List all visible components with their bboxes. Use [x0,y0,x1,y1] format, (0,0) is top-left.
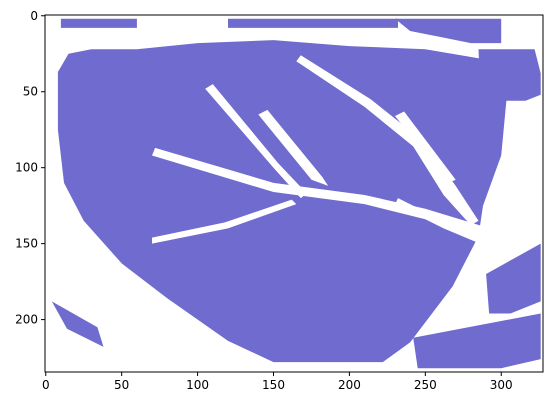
gap-vein-2 [258,109,329,186]
y-tick-label: 200 [15,313,38,327]
plot-area [44,14,544,373]
y-tick-label: 150 [15,237,38,251]
region-bottom-left-speckle [51,301,104,347]
region-top-right-patch [395,18,502,44]
x-tick-label: 50 [114,378,129,392]
x-tick-label: 150 [262,378,285,392]
y-tick-label: 0 [30,9,38,23]
y-tick-label: 50 [23,85,38,99]
region-top-mid-strip [228,18,398,28]
gap-vein-1 [205,84,307,199]
region-right-lower-wedge [486,243,541,314]
x-tick-label: 250 [414,378,437,392]
region-bottom-right-speckle [413,313,541,369]
gap-vein-3 [296,55,479,226]
image-regions [51,18,541,369]
x-tick-label: 100 [186,378,209,392]
gap-midrib [152,147,496,241]
y-axis: 0 50 100 150 200 [15,9,45,327]
plot-frame [44,14,544,373]
x-axis: 0 50 100 150 200 250 300 [42,372,513,392]
x-tick-label: 300 [490,378,513,392]
x-tick-label: 200 [338,378,361,392]
region-top-left-strip [60,18,137,28]
gap-vein-6 [395,198,483,244]
gap-vein-4 [395,111,456,183]
region-right-blob [478,49,541,101]
y-tick-label: 100 [15,161,38,175]
gap-vein-5 [152,199,297,244]
x-tick-label: 0 [42,378,50,392]
